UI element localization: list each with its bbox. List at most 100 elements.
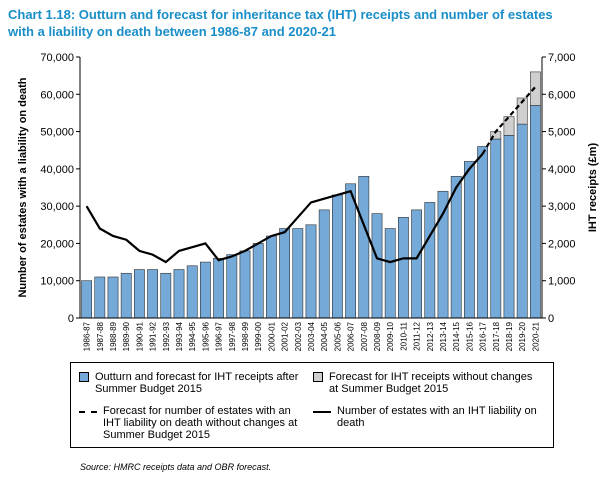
y2-tick-label: 1,000 — [548, 276, 576, 288]
x-tick-label: 2000-01 — [267, 321, 276, 351]
bar — [397, 217, 409, 319]
bar — [279, 228, 290, 319]
x-tick-label: 1999-00 — [254, 321, 263, 351]
legend: Outturn and forecast for IHT receipts af… — [70, 362, 554, 448]
bar — [358, 176, 370, 319]
bar — [490, 138, 502, 319]
legend-item: Forecast for number of estates with an I… — [79, 405, 304, 441]
x-tick-label: 2004-05 — [320, 321, 329, 351]
legend-swatch — [313, 411, 331, 413]
x-tick-label: 1989-90 — [122, 321, 131, 351]
bar — [81, 280, 92, 319]
legend-label: Forecast for IHT receipts without change… — [329, 371, 533, 395]
x-tick-label: 1996-97 — [215, 321, 224, 351]
bar — [424, 202, 436, 319]
x-tick-label: 2016-17 — [479, 321, 488, 351]
bar — [305, 224, 317, 319]
bar — [200, 261, 211, 319]
y2-tick-label: 2,000 — [548, 238, 576, 250]
bar — [120, 272, 132, 319]
bar — [463, 161, 475, 319]
y-tick-label: 10,000 — [40, 276, 74, 288]
x-tick-label: 1990-91 — [135, 321, 144, 351]
bar — [437, 190, 449, 319]
line — [85, 153, 484, 264]
bar — [529, 71, 541, 106]
x-tick-label: 2006-07 — [347, 321, 356, 351]
line — [481, 86, 537, 155]
bar — [265, 235, 277, 319]
y-tick-label: 60,000 — [40, 89, 74, 101]
y-tick-label: 40,000 — [40, 164, 74, 176]
y2-tick-label: 5,000 — [548, 127, 576, 139]
x-tick-label: 2009-10 — [386, 321, 395, 351]
bar — [94, 276, 106, 319]
bar — [160, 272, 172, 319]
x-tick-label: 2015-16 — [465, 321, 474, 351]
y2-tick-label: 6,000 — [548, 89, 576, 101]
x-tick-label: 2002-03 — [294, 321, 303, 351]
y2-tick-label: 0 — [548, 313, 554, 325]
x-tick-label: 2008-09 — [373, 321, 382, 351]
x-tick-label: 1998-99 — [241, 321, 250, 351]
x-tick-label: 1988-89 — [109, 321, 118, 351]
bar — [503, 135, 515, 319]
bar — [147, 269, 158, 319]
bar — [345, 183, 356, 319]
x-tick-label: 2014-15 — [452, 321, 461, 351]
x-tick-label: 1995-96 — [201, 321, 210, 351]
y-tick-label: 30,000 — [40, 201, 74, 213]
bar — [239, 250, 251, 319]
bar — [516, 97, 528, 125]
x-tick-label: 2020-21 — [531, 321, 540, 351]
axes — [79, 57, 543, 319]
x-tick-label: 2003-04 — [307, 321, 316, 351]
x-tick-label: 2005-06 — [333, 321, 342, 351]
bar — [371, 213, 383, 319]
x-tick-label: 2018-19 — [505, 321, 514, 351]
y-axis-label: Number of estates with a liability on de… — [17, 77, 29, 297]
legend-swatch — [313, 372, 323, 382]
bar — [384, 228, 396, 319]
legend-swatch — [79, 372, 89, 382]
bar — [529, 105, 541, 319]
y-tick-label: 50,000 — [40, 127, 74, 139]
bar — [226, 254, 238, 319]
x-tick-label: 1994-95 — [188, 321, 197, 351]
bar — [411, 209, 422, 319]
y-tick-label: 0 — [68, 313, 74, 325]
x-tick-label: 1997-98 — [228, 321, 237, 351]
x-tick-label: 2001-02 — [281, 321, 290, 351]
x-tick-label: 1986-87 — [83, 321, 92, 351]
legend-item: Outturn and forecast for IHT receipts af… — [79, 371, 304, 395]
legend-label: Number of estates with an IHT liability … — [337, 405, 537, 429]
bar — [213, 258, 224, 319]
legend-item: Number of estates with an IHT liability … — [313, 405, 538, 429]
x-tick-label: 2019-20 — [518, 321, 527, 351]
source-note: Source: HMRC receipts data and OBR forec… — [80, 462, 272, 472]
bar — [134, 269, 145, 319]
y-tick-label: 20,000 — [40, 238, 74, 250]
x-tick-label: 2012-13 — [426, 321, 435, 351]
x-tick-label: 2010-11 — [399, 321, 408, 350]
legend-label: Outturn and forecast for IHT receipts af… — [95, 371, 299, 395]
y-tick-label: 70,000 — [40, 52, 74, 64]
bar — [318, 209, 330, 319]
bar — [477, 146, 488, 319]
bar — [186, 265, 198, 319]
bar — [331, 194, 343, 319]
legend-label: Forecast for number of estates with an I… — [103, 405, 298, 441]
y2-tick-label: 4,000 — [548, 164, 576, 176]
x-tick-label: 1987-88 — [96, 321, 105, 351]
legend-item: Forecast for IHT receipts without change… — [313, 371, 538, 395]
bar — [173, 269, 185, 319]
legend-swatch — [79, 411, 97, 413]
x-tick-label: 1991-92 — [149, 321, 158, 351]
x-tick-label: 2017-18 — [492, 321, 501, 351]
bar — [450, 176, 462, 319]
x-tick-label: 1992-93 — [162, 321, 171, 351]
x-tick-label: 2007-08 — [360, 321, 369, 351]
x-tick-label: 1993-94 — [175, 321, 184, 351]
